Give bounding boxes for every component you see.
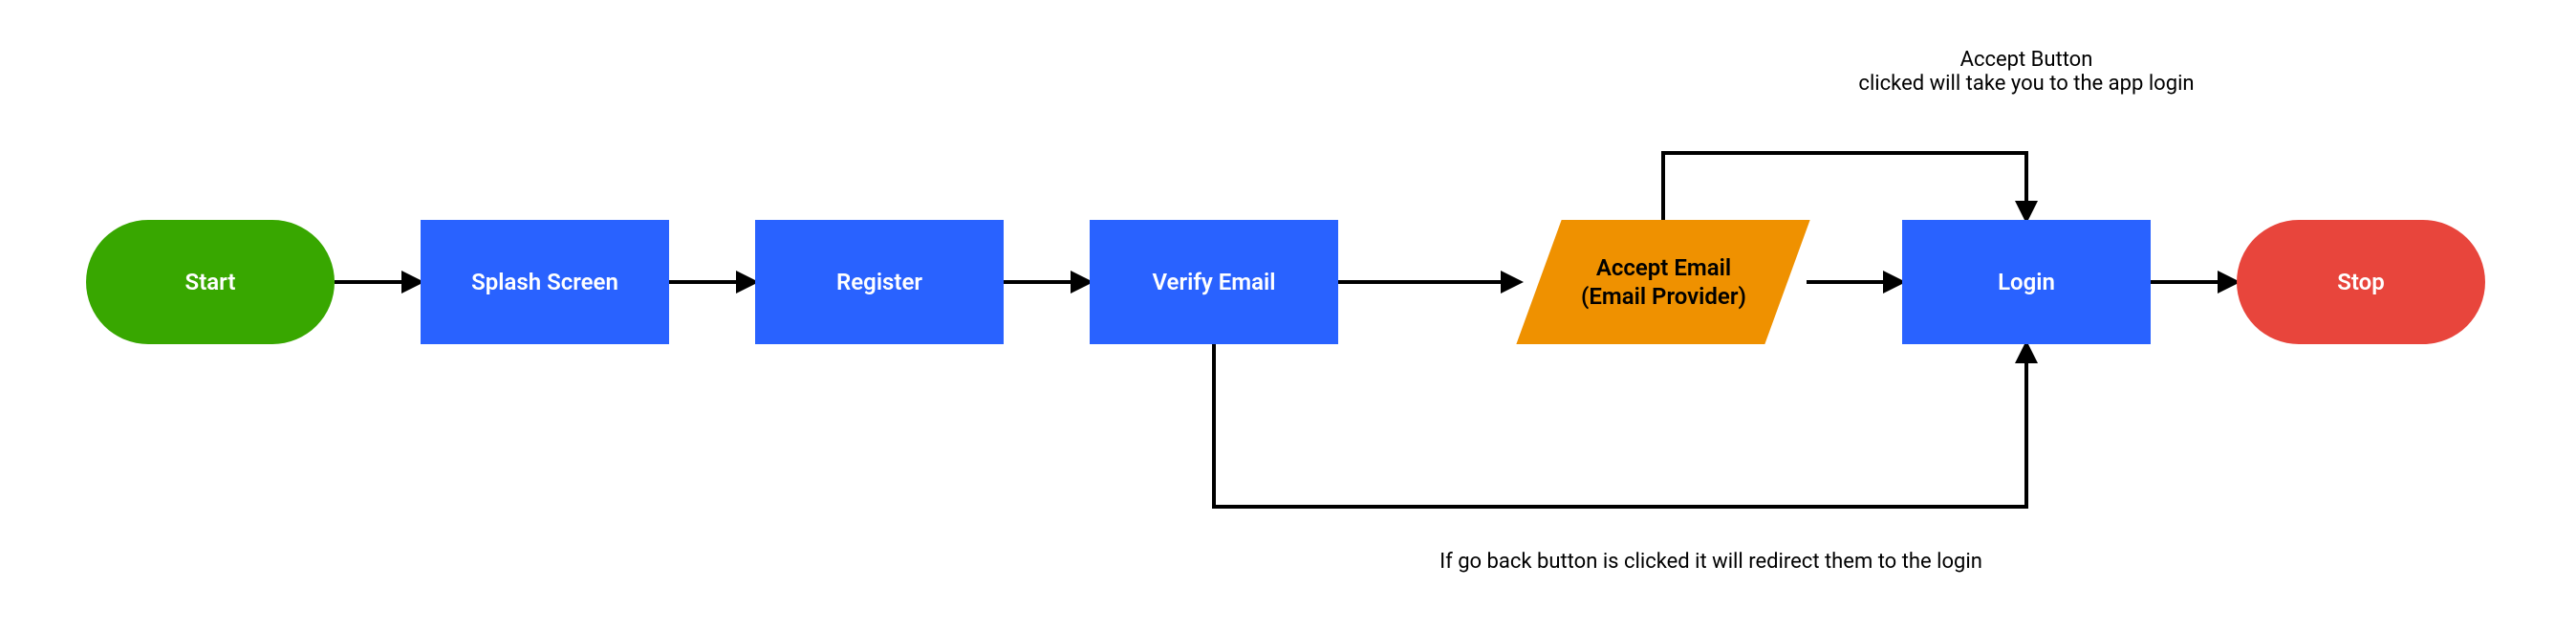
annotation-top: Accept Button clicked will take you to t… <box>1787 48 2265 96</box>
node-register: Register <box>755 220 1004 344</box>
node-accept-label: Accept Email (Email Provider) <box>1581 253 1746 311</box>
node-start-label: Start <box>185 268 236 296</box>
edge-verify-to-login <box>1214 344 2026 507</box>
edge-accept-to-login <box>1663 153 2026 220</box>
node-splash-screen: Splash Screen <box>421 220 669 344</box>
node-register-label: Register <box>836 268 922 296</box>
node-verify-email: Verify Email <box>1090 220 1338 344</box>
node-verify-label: Verify Email <box>1152 268 1275 296</box>
node-stop-label: Stop <box>2337 268 2385 296</box>
annotation-bottom: If go back button is clicked it will red… <box>1348 550 2074 574</box>
node-accept-email: Accept Email (Email Provider) <box>1516 220 1809 344</box>
node-stop: Stop <box>2237 220 2485 344</box>
node-login: Login <box>1902 220 2151 344</box>
node-splash-label: Splash Screen <box>471 268 618 296</box>
node-start: Start <box>86 220 335 344</box>
flowchart-canvas: Start Splash Screen Register Verify Emai… <box>0 0 2576 631</box>
node-login-label: Login <box>1998 268 2055 296</box>
